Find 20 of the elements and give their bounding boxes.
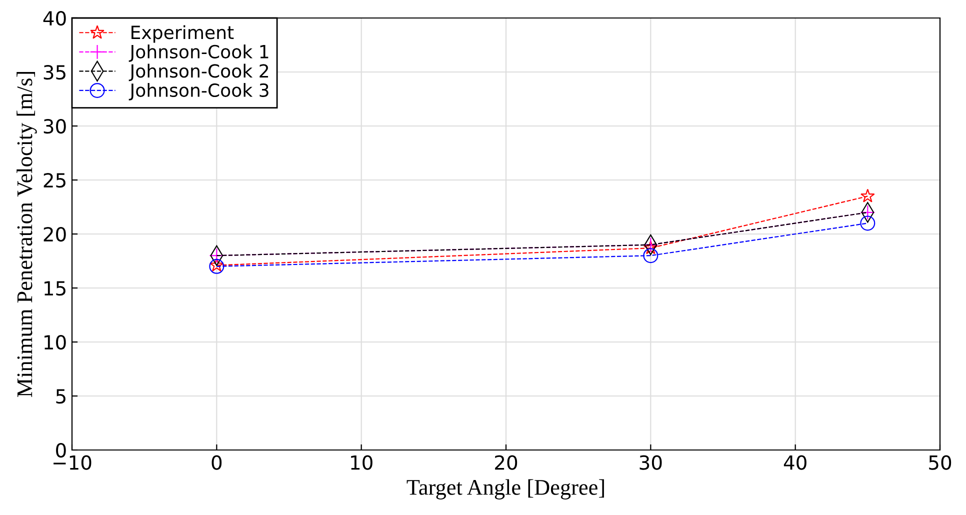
x-tick-label: 40 [784,455,806,470]
y-tick-label: 40 [43,10,66,26]
y-tick-label: 15 [44,281,66,296]
y-tick-label: 5 [56,389,66,404]
legend-label: Experiment [132,25,234,43]
x-tick-label: 10 [351,455,372,470]
y-tick-label: 20 [44,226,66,242]
y-axis-title: Minimum Penetration Velocity [m/s] [16,72,37,398]
x-tick-label: 50 [929,455,952,470]
y-tick-label: 30 [44,118,66,134]
y-tick-label: 25 [44,172,66,188]
legend-label: Johnson-Cook 2 [128,64,268,82]
legend-label: Johnson-Cook 3 [128,83,268,100]
x-tick-label: 20 [495,455,518,470]
x-tick-label: 30 [640,455,662,470]
x-tick-label: 0 [212,455,222,470]
x-axis-title: Target Angle [Degree] [406,479,604,500]
y-tick-label: 35 [44,64,66,80]
y-tick-label: 10 [44,334,66,350]
legend-label: Johnson-Cook 1 [128,44,268,62]
